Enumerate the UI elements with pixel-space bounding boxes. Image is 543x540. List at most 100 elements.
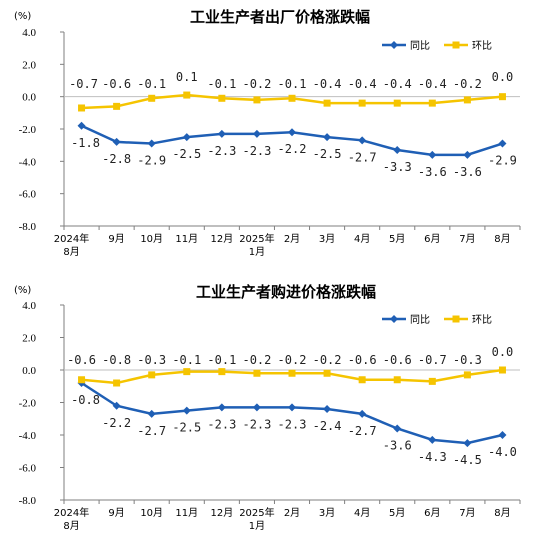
- x-tick-label: 8月: [63, 520, 79, 532]
- x-tick-label: 2024年: [54, 506, 89, 519]
- legend-label-环比: 环比: [472, 40, 492, 52]
- x-tick-label: 5月: [389, 507, 405, 519]
- y-unit-label: (%): [14, 11, 31, 22]
- data-label-环比: -0.6: [348, 353, 377, 367]
- x-tick-label: 10月: [140, 507, 163, 519]
- x-tick-label: 10月: [140, 233, 163, 245]
- data-point-环比: [113, 102, 121, 110]
- y-tick-label: -4.0: [19, 430, 37, 442]
- data-label-同比: -2.5: [172, 147, 201, 161]
- data-label-环比: -0.8: [102, 353, 131, 367]
- data-point-同比: [358, 136, 367, 145]
- data-point-环比: [288, 94, 296, 102]
- data-point-同比: [323, 133, 332, 142]
- x-tick-label: 12月: [210, 507, 233, 519]
- y-tick-label: -8.0: [19, 495, 37, 507]
- data-point-同比: [182, 133, 191, 142]
- data-point-同比: [393, 424, 402, 433]
- data-label-环比: -0.4: [313, 77, 342, 91]
- legend-label-环比: 环比: [472, 314, 492, 326]
- data-label-环比: -0.6: [383, 353, 412, 367]
- data-point-同比: [217, 403, 226, 412]
- y-tick-label: -6.0: [19, 189, 37, 201]
- x-tick-label: 11月: [175, 507, 198, 519]
- data-label-同比: -2.7: [348, 424, 377, 438]
- data-label-环比: -0.7: [69, 77, 98, 91]
- data-label-同比: -4.3: [418, 450, 447, 464]
- y-tick-label: 2.0: [22, 59, 36, 71]
- y-tick-label: -4.0: [19, 156, 37, 168]
- data-label-同比: -2.3: [242, 144, 271, 158]
- x-tick-label: 11月: [175, 233, 198, 245]
- data-label-环比: -0.2: [453, 77, 482, 91]
- y-tick-label: 4.0: [22, 300, 36, 312]
- x-tick-label: 5月: [389, 233, 405, 245]
- data-label-同比: -2.9: [137, 154, 166, 168]
- data-label-环比: -0.2: [242, 353, 271, 367]
- data-point-环比: [78, 376, 86, 384]
- data-label-环比: 0.0: [492, 345, 514, 359]
- data-point-环比: [253, 369, 261, 377]
- data-label-环比: -0.2: [278, 353, 307, 367]
- chart-2: 工业生产者购进价格涨跌幅 (%) 4.0 2.0 0.0 -2.0 -4.0 -6.0 -8.0…: [14, 283, 521, 532]
- data-label-环比: -0.7: [418, 353, 447, 367]
- data-label-环比: 0.0: [492, 70, 514, 84]
- data-point-环比: [428, 99, 436, 107]
- legend-marker-环比: [452, 41, 460, 49]
- data-label-同比: -3.6: [453, 165, 482, 179]
- x-tick-label: 1月: [249, 520, 265, 532]
- data-label-环比: -0.3: [453, 353, 482, 367]
- x-tick-label: 2025年: [239, 232, 274, 245]
- data-label-环比: -0.2: [313, 353, 342, 367]
- x-tick-label: 3月: [319, 233, 335, 245]
- data-point-环比: [428, 377, 436, 385]
- data-point-环比: [148, 94, 156, 102]
- data-label-同比: -2.7: [348, 150, 377, 164]
- data-point-环比: [463, 96, 471, 104]
- data-label-同比: -2.5: [313, 147, 342, 161]
- x-tick-label: 4月: [354, 507, 370, 519]
- data-label-同比: -3.3: [383, 160, 412, 174]
- data-label-环比: -0.4: [383, 77, 412, 91]
- data-label-环比: -0.1: [207, 77, 236, 91]
- data-point-同比: [77, 121, 86, 130]
- data-point-环比: [183, 91, 191, 99]
- x-tick-label: 3月: [319, 507, 335, 519]
- data-point-同比: [463, 439, 472, 448]
- x-tick-label: 2025年: [239, 506, 274, 519]
- data-point-环比: [358, 99, 366, 107]
- data-point-同比: [498, 431, 507, 439]
- data-point-同比: [288, 403, 296, 412]
- data-label-同比: -4.5: [453, 453, 482, 467]
- x-tick-label: 6月: [424, 233, 440, 245]
- data-point-环比: [358, 376, 366, 384]
- y-unit-label: (%): [14, 285, 31, 296]
- x-tick-label: 1月: [249, 246, 265, 258]
- data-point-环比: [113, 379, 121, 387]
- data-point-环比: [498, 366, 506, 374]
- data-label-环比: 0.1: [176, 70, 198, 84]
- x-tick-label: 8月: [63, 246, 79, 258]
- data-point-环比: [218, 368, 226, 376]
- legend-marker-同比: [390, 315, 398, 323]
- legend-label-同比: 同比: [410, 40, 430, 52]
- data-label-同比: -2.8: [102, 152, 131, 166]
- data-label-同比: -4.0: [488, 445, 517, 459]
- data-label-同比: -2.2: [102, 416, 131, 430]
- y-tick-label: 4.0: [22, 27, 36, 39]
- y-tick-label: 0.0: [22, 365, 36, 377]
- x-tick-label: 12月: [210, 233, 233, 245]
- x-tick-label: 6月: [424, 507, 440, 519]
- y-tick-label: -2.0: [19, 124, 37, 136]
- data-point-同比: [252, 129, 261, 138]
- data-point-同比: [147, 409, 156, 418]
- data-point-同比: [498, 139, 507, 148]
- data-label-环比: -0.1: [137, 77, 166, 91]
- data-label-环比: -0.6: [102, 77, 131, 91]
- data-label-同比: -2.7: [137, 424, 166, 438]
- x-tick-label: 8月: [494, 507, 510, 519]
- data-label-同比: -2.5: [172, 421, 201, 435]
- data-label-环比: -0.6: [67, 353, 96, 367]
- data-point-同比: [112, 137, 121, 146]
